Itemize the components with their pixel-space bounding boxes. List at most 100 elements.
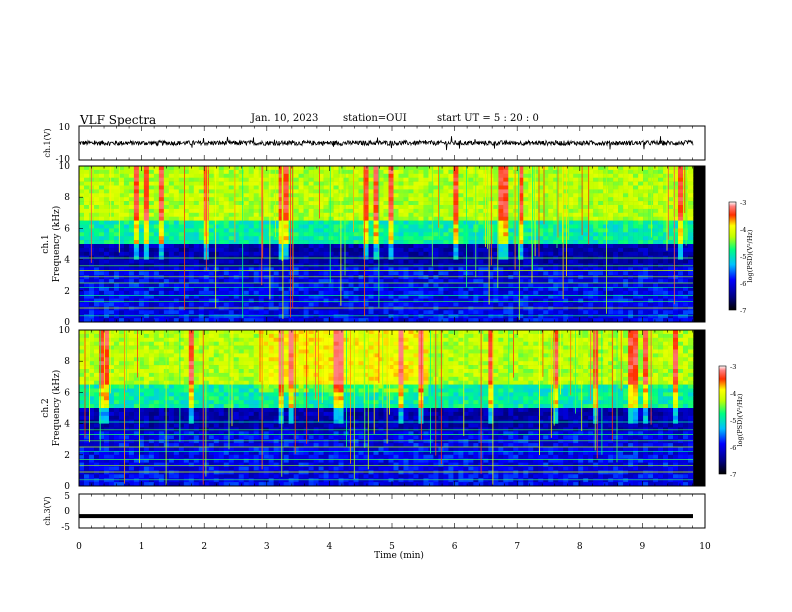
- spectrogram-cell: [98, 228, 105, 233]
- spectrogram-cell: [518, 197, 524, 202]
- spectrogram-cell: [208, 193, 215, 198]
- spectrogram-cell: [543, 318, 549, 323]
- spectrogram-cell: [443, 275, 449, 280]
- spectrogram-cell: [578, 302, 584, 307]
- spectrogram-cell: [548, 166, 554, 171]
- spectrogram-cell: [503, 173, 509, 178]
- spectrogram-cell: [633, 247, 639, 253]
- spectrogram-cell: [198, 189, 205, 194]
- spectrogram-cell: [558, 166, 564, 171]
- spectrogram-cell: [178, 189, 185, 194]
- spectrogram-cell: [208, 181, 215, 186]
- spectrogram-cell: [123, 240, 130, 245]
- spectrogram-cell: [218, 259, 225, 264]
- spectrogram-cell: [468, 205, 474, 210]
- spectrogram-cell: [368, 271, 374, 276]
- spectrogram-cell: [238, 302, 245, 307]
- spectrogram-cell: [253, 169, 260, 175]
- spectrogram-cell: [608, 205, 614, 210]
- spectrogram-cell: [333, 259, 339, 264]
- spectrogram-cell: [523, 201, 529, 206]
- spectrogram-cell: [438, 283, 444, 288]
- spectrogram-cell: [493, 197, 499, 202]
- spectrogram-cell: [233, 298, 240, 303]
- spectrogram-cell: [518, 286, 524, 292]
- spectrogram-cell: [98, 240, 105, 245]
- spectrogram-cell: [263, 306, 269, 311]
- spectrogram-cell: [468, 240, 474, 245]
- spectrogram-cell: [508, 294, 514, 299]
- spectrogram-cell: [188, 189, 195, 194]
- spectrogram-cell: [308, 193, 314, 198]
- spectrogram-cell: [513, 193, 519, 198]
- spectrogram-cell: [643, 232, 649, 237]
- spectrogram-cell: [588, 193, 594, 198]
- spectrogram-cell: [213, 228, 220, 233]
- spectrogram-cell: [573, 236, 579, 241]
- spectrogram-cell: [188, 251, 195, 256]
- spectrogram-cell: [318, 197, 324, 202]
- spectrogram-cell: [663, 294, 669, 299]
- spectrogram-cell: [308, 267, 314, 272]
- spectrogram-cell: [358, 247, 364, 253]
- spectrogram-cell: [463, 271, 469, 276]
- spectrogram-cell: [128, 298, 135, 303]
- spectrogram-cell: [138, 251, 145, 256]
- spectrogram-cell: [208, 314, 215, 319]
- spectrogram-cell: [98, 290, 105, 295]
- spectrogram-cell: [138, 181, 145, 186]
- spectrogram-cell: [443, 236, 449, 241]
- spectrogram-cell: [633, 220, 639, 225]
- spectrogram-cell: [543, 271, 549, 276]
- spectrogram-cell: [103, 283, 110, 288]
- spectrogram-cell: [548, 193, 554, 198]
- spectrogram-cell: [448, 228, 454, 233]
- spectrogram-cell: [558, 232, 564, 237]
- spectrogram-cell: [533, 251, 539, 256]
- spectrogram-cell: [658, 251, 664, 256]
- spectrogram-cell: [543, 208, 549, 214]
- spectrogram-cell: [143, 189, 150, 194]
- spectrogram-cell: [418, 220, 424, 225]
- spectrogram-cell: [198, 208, 205, 214]
- spectrogram-cell: [383, 251, 389, 256]
- spectrogram-cell: [403, 177, 409, 182]
- spectrogram-cell: [458, 189, 464, 194]
- spectrogram-cell: [463, 290, 469, 295]
- spectrogram-cell: [493, 302, 499, 307]
- spectrogram-cell: [98, 173, 105, 178]
- spectrogram-cell: [553, 244, 559, 249]
- spectrogram-cell: [498, 314, 504, 319]
- spectrogram-cell: [183, 294, 190, 299]
- spectrogram-cell: [148, 166, 155, 171]
- spectrogram-cell: [383, 279, 389, 284]
- spectrogram-cell: [263, 267, 269, 272]
- spectrogram-cell: [218, 232, 225, 237]
- spectrogram-cell: [333, 224, 339, 229]
- spectrogram-cell: [143, 279, 150, 284]
- spectrogram-cell: [628, 290, 634, 295]
- spectrogram-cell: [308, 302, 314, 307]
- spectrogram-cell: [683, 306, 689, 311]
- spectrogram-cell: [403, 302, 409, 307]
- spectrogram-cell: [548, 251, 554, 256]
- spectrogram-cell: [618, 271, 624, 276]
- spectrogram-cell: [468, 193, 474, 198]
- spectrogram-cell: [513, 294, 519, 299]
- spectrogram-cell: [253, 232, 260, 237]
- spectrogram-cell: [593, 216, 599, 221]
- spectrogram-cell: [413, 244, 419, 249]
- spectrogram-cell: [558, 240, 564, 245]
- spectrogram-cell: [303, 232, 309, 237]
- spectrogram-cell: [158, 177, 165, 182]
- spectrogram-cell: [393, 189, 399, 194]
- spectrogram-cell: [173, 212, 180, 217]
- spectrogram-cell: [593, 286, 599, 292]
- spectrogram-cell: [283, 197, 289, 202]
- spectrogram-cell: [198, 228, 205, 233]
- spectrogram-cell: [238, 208, 245, 214]
- spectrogram-cell: [103, 306, 110, 311]
- spectrogram-cell: [343, 224, 349, 229]
- spectrogram-cell: [448, 173, 454, 178]
- spectrogram-cell: [153, 298, 160, 303]
